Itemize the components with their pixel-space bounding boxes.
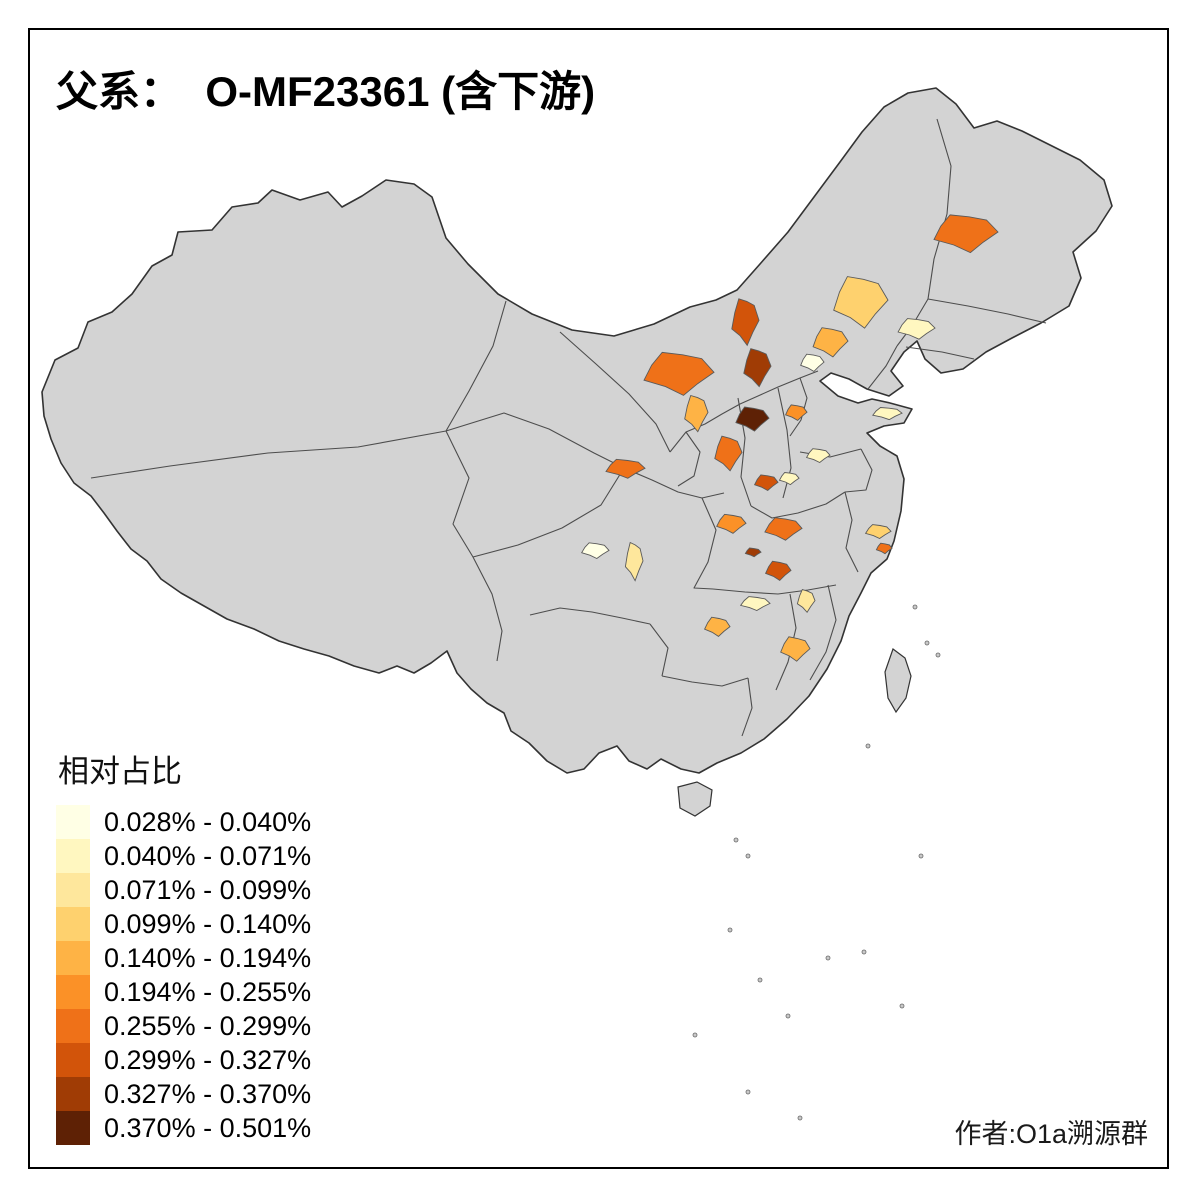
small-islands <box>692 604 941 1121</box>
map-region <box>731 298 760 347</box>
legend-label: 0.194% - 0.255% <box>104 976 312 1007</box>
province-borders <box>90 118 1047 737</box>
map-region <box>784 404 808 421</box>
map-region <box>753 474 779 492</box>
legend-swatch <box>56 941 90 975</box>
legend-swatch <box>56 873 90 907</box>
legend-row: 0.140% - 0.194% <box>56 941 311 975</box>
map-region <box>872 407 903 421</box>
legend-row: 0.040% - 0.071% <box>56 839 311 873</box>
map-region <box>933 214 999 254</box>
legend-swatch <box>56 805 90 839</box>
legend-label: 0.040% - 0.071% <box>104 840 312 871</box>
map-region <box>780 636 811 662</box>
legend-label: 0.140% - 0.194% <box>104 942 312 973</box>
legend-label: 0.299% - 0.327% <box>104 1044 312 1075</box>
map-region <box>643 351 715 396</box>
map-region <box>800 353 825 372</box>
legend-label: 0.327% - 0.370% <box>104 1078 312 1109</box>
legend-swatch <box>56 1077 90 1111</box>
map-region <box>739 596 771 611</box>
hainan-island <box>677 781 713 817</box>
legend-swatch <box>56 1111 90 1145</box>
legend-row: 0.099% - 0.140% <box>56 907 311 941</box>
legend-row: 0.028% - 0.040% <box>56 805 311 839</box>
map-region <box>864 524 892 540</box>
legend-rows: 0.028% - 0.040% 0.040% - 0.071% 0.071% - 0… <box>56 805 311 1145</box>
map-region <box>744 547 762 558</box>
map-region <box>703 616 731 637</box>
islands <box>677 604 941 1121</box>
legend-title: 相对占比 <box>58 754 182 789</box>
map-region <box>805 448 831 464</box>
legend-label: 0.071% - 0.099% <box>104 874 312 905</box>
legend-label: 0.099% - 0.140% <box>104 908 312 939</box>
legend-label: 0.255% - 0.299% <box>104 1010 312 1041</box>
legend: 相对占比 0.028% - 0.040% 0.040% - 0.071% 0.071… <box>56 746 311 1145</box>
legend-row: 0.299% - 0.327% <box>56 1043 311 1077</box>
legend-swatch <box>56 839 90 873</box>
legend-row: 0.194% - 0.255% <box>56 975 311 1009</box>
map-region <box>735 406 770 432</box>
page-title: 父系： O-MF23361 (含下游) <box>56 68 596 115</box>
author-credit: 作者:O1a溯源群 <box>954 1119 1148 1149</box>
choropleth-regions <box>581 214 999 662</box>
map-region <box>812 327 849 358</box>
map-region <box>605 458 646 479</box>
map-region <box>833 276 889 329</box>
legend-swatch <box>56 1043 90 1077</box>
legend-swatch <box>56 1009 90 1043</box>
map-region <box>764 517 803 541</box>
legend-row: 0.255% - 0.299% <box>56 1009 311 1043</box>
map-region <box>581 542 610 560</box>
legend-swatch <box>56 907 90 941</box>
map-region <box>716 513 747 534</box>
map-region <box>624 541 644 582</box>
legend-swatch <box>56 975 90 1009</box>
legend-row: 0.071% - 0.099% <box>56 873 311 907</box>
map-region <box>897 318 936 340</box>
map-region <box>764 560 792 581</box>
legend-row: 0.370% - 0.501% <box>56 1111 311 1145</box>
legend-row: 0.327% - 0.370% <box>56 1077 311 1111</box>
taiwan-island <box>884 648 912 714</box>
map-region <box>684 394 709 433</box>
map-region <box>743 348 772 388</box>
legend-label: 0.028% - 0.040% <box>104 806 312 837</box>
map-region <box>778 472 800 486</box>
map-region <box>875 542 893 555</box>
china-mainland-shape <box>41 87 1113 774</box>
map-region <box>796 589 816 614</box>
map-region <box>714 435 743 472</box>
legend-label: 0.370% - 0.501% <box>104 1112 312 1143</box>
